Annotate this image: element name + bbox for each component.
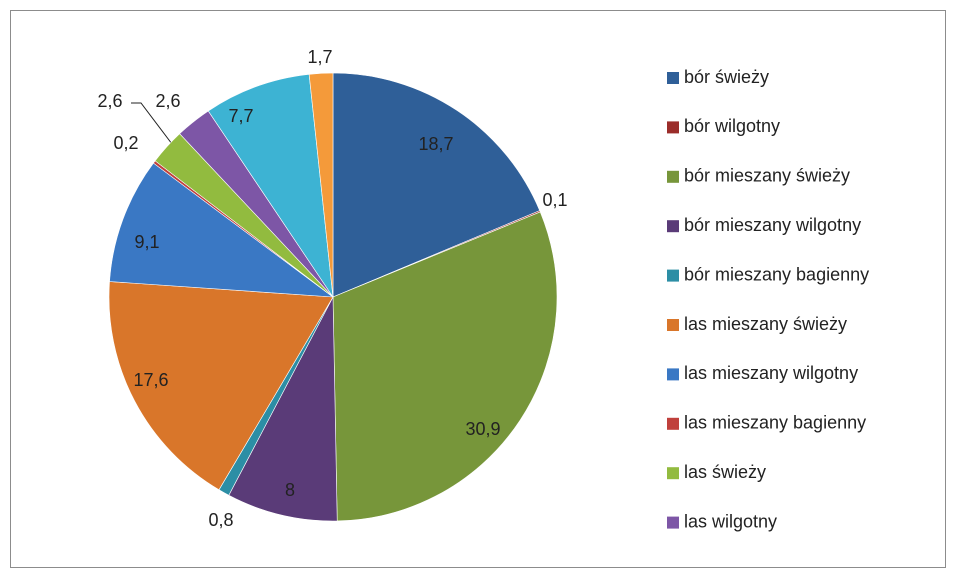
data-label: 30,9 <box>465 419 500 439</box>
pie-slice <box>207 73 334 298</box>
legend-swatch <box>667 516 679 529</box>
legend-swatch <box>667 417 679 430</box>
legend-label: bór mieszany bagienny <box>684 264 869 284</box>
legend-swatch <box>667 467 679 480</box>
legend-swatch <box>667 170 679 183</box>
legend-swatch <box>667 72 679 84</box>
data-label: 7,7 <box>228 106 253 126</box>
leader-line <box>131 102 173 145</box>
legend-swatch <box>667 121 679 134</box>
legend-label: bór mieszany świeży <box>684 166 850 186</box>
pie-slice <box>332 72 541 298</box>
legend-label: las mieszany wilgotny <box>684 363 858 383</box>
data-label: 1,7 <box>307 47 332 67</box>
legend-swatch <box>667 269 679 282</box>
pie-slice <box>109 162 334 298</box>
legend-label: bór świeży <box>684 67 769 87</box>
legend-label: las świeży <box>684 462 766 482</box>
pie-slice <box>332 211 558 522</box>
data-label: 2,6 <box>97 91 122 111</box>
legend-label: bór wilgotny <box>684 116 780 136</box>
legend-swatch <box>667 368 679 381</box>
legend-swatch <box>667 319 679 331</box>
pie-slice <box>228 296 338 522</box>
pie-slice <box>308 72 334 298</box>
data-label: 18,7 <box>418 134 453 154</box>
legend-swatch <box>667 220 679 233</box>
data-label: 0,1 <box>542 190 567 210</box>
pie-slice <box>108 281 334 491</box>
legend-label: las wilgotny <box>684 511 777 531</box>
data-label: 2,6 <box>155 91 180 111</box>
data-label: 8 <box>285 480 295 500</box>
data-label: 9,1 <box>134 232 159 252</box>
data-label: 0,2 <box>113 133 138 153</box>
data-label: 0,8 <box>208 510 233 530</box>
legend-label: las mieszany bagienny <box>684 413 866 433</box>
legend-label: las mieszany świeży <box>684 314 847 334</box>
legend-label: bór mieszany wilgotny <box>684 215 861 235</box>
data-label: 17,6 <box>133 370 168 390</box>
